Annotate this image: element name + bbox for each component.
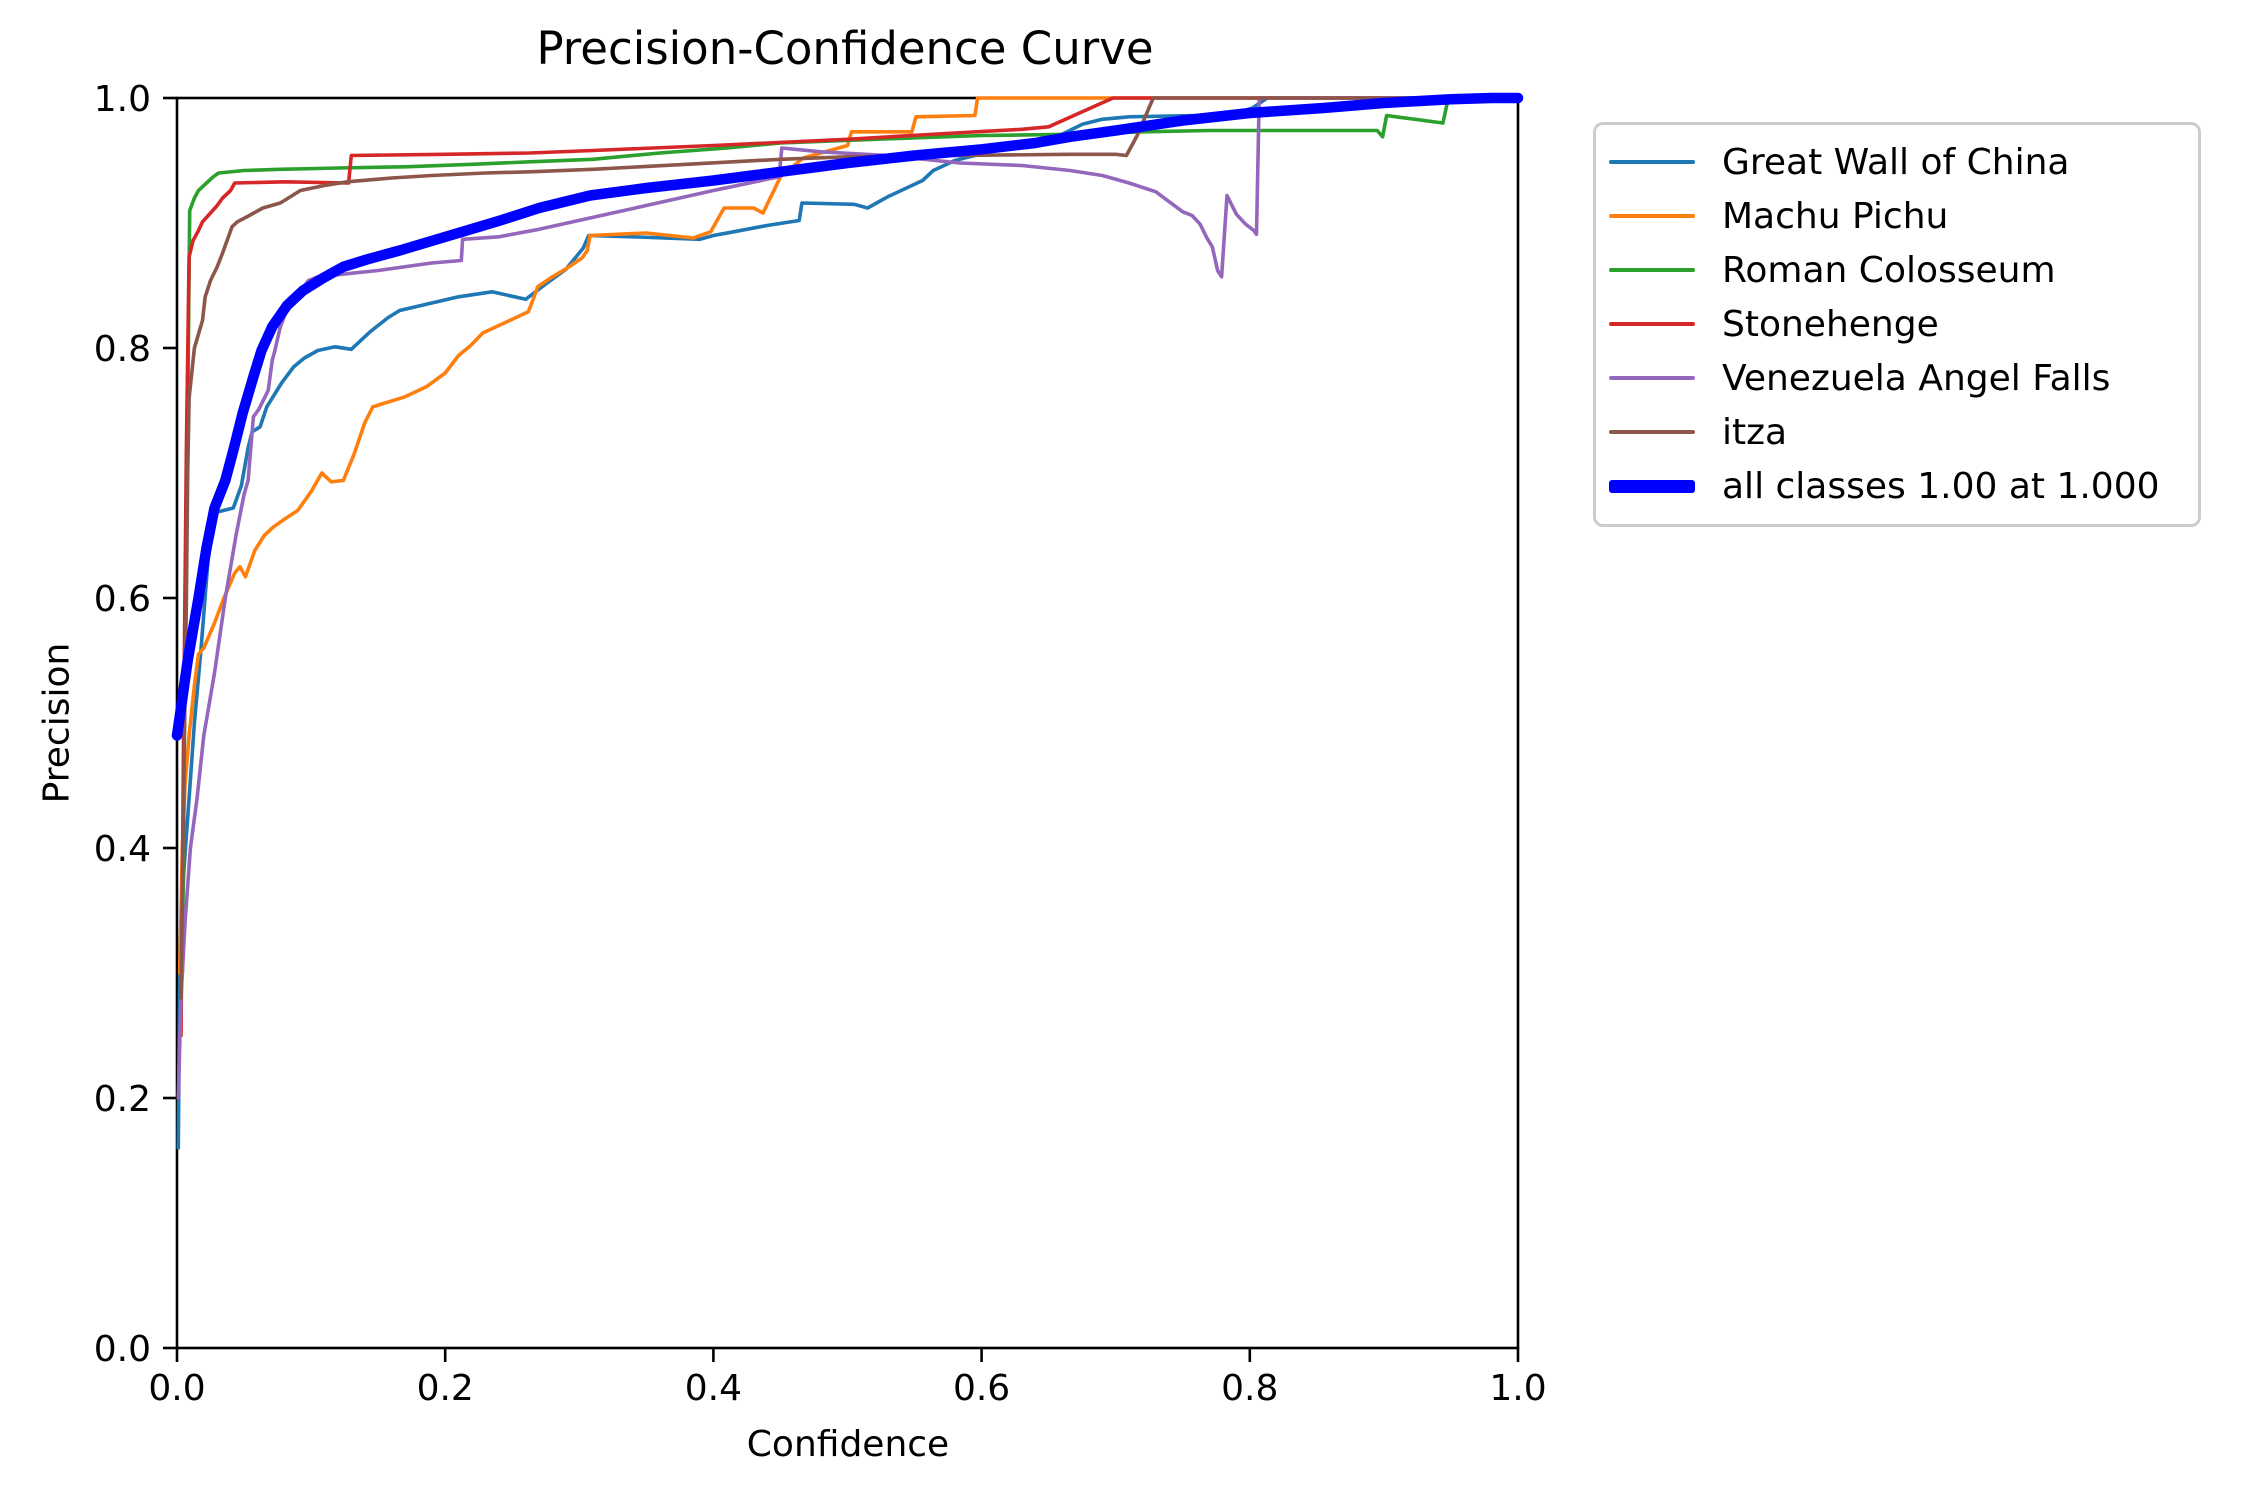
legend-line-swatch [1609,479,1695,493]
legend-item-all-classes: all classes 1.00 at 1.000 [1596,459,2198,513]
curve-stonehenge [179,96,1520,1038]
chart-title: Precision-Confidence Curve [536,22,1154,75]
y-axis-label: Precision [36,642,78,804]
x-tick-label: 0.6 [953,1368,1010,1409]
y-tick-label: 0.2 [94,1079,151,1120]
legend-line-swatch [1609,322,1695,326]
legend-item-machu-pichu: Machu Pichu [1596,189,2198,243]
x-tick-label: 0.0 [148,1368,205,1409]
plot-border [175,96,1520,1350]
legend-label: Stonehenge [1722,303,1939,345]
legend-item-roman-colosseum: Roman Colosseum [1596,243,2198,297]
curve-itza [179,96,1520,1000]
legend-line-swatch [1609,214,1695,218]
y-tick-label: 0.6 [94,579,151,620]
curve-machu-pichu [177,96,1520,975]
curve-venezuela-angel-falls [176,96,1520,1100]
legend-item-stonehenge: Stonehenge [1596,297,2198,351]
y-tick-label: 0.0 [94,1329,151,1370]
legend-line-swatch [1609,376,1695,380]
x-axis-label: Confidence [746,1424,950,1465]
x-tick-label: 1.0 [1489,1368,1546,1409]
y-tick-label: 0.4 [94,829,151,870]
legend-line-swatch [1609,430,1695,434]
legend-line-swatch [1609,268,1695,272]
legend-label: Great Wall of China [1722,141,2070,183]
legend-label: all classes 1.00 at 1.000 [1722,465,2160,507]
curve-all-classes [171,92,1524,741]
x-tick-label: 0.4 [685,1368,742,1409]
legend-item-venezuela-angel-falls: Venezuela Angel Falls [1596,351,2198,405]
x-tick-label: 0.2 [417,1368,474,1409]
legend-line-swatch [1609,160,1695,164]
legend-item-itza: itza [1596,405,2198,459]
legend-item-great-wall-of-china: Great Wall of China [1596,135,2198,189]
legend-label: Machu Pichu [1722,195,1949,237]
y-tick-label: 0.8 [94,329,151,370]
legend-label: itza [1722,411,1788,453]
curve-roman-colosseum [180,96,1520,975]
x-tick-label: 0.8 [1221,1368,1278,1409]
legend: Great Wall of China Machu Pichu Roman Colo… [1593,122,2201,527]
y-tick-label: 1.0 [94,79,151,120]
legend-label: Venezuela Angel Falls [1722,357,2111,399]
legend-label: Roman Colosseum [1722,249,2056,291]
